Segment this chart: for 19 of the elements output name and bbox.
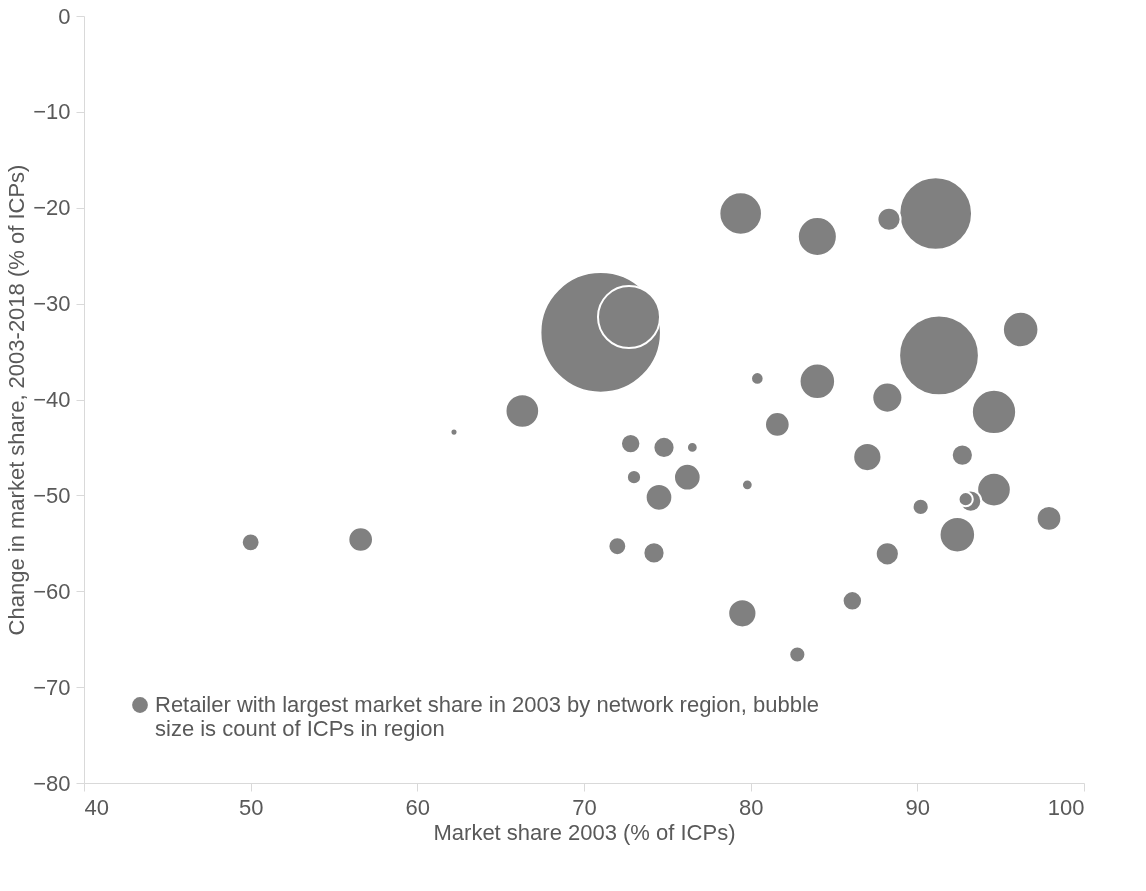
x-axis-title: Market share 2003 (% of ICPs) <box>433 819 736 845</box>
x-tick-label: 80 <box>738 794 764 820</box>
y-tick-label: −40 <box>33 387 71 412</box>
x-tick-label: 100 <box>1047 794 1085 820</box>
x-tick-label: 70 <box>572 794 597 820</box>
y-axis-title: Change in market share, 2003-2018 (% of ICPs) <box>4 164 30 636</box>
x-tick-label: 60 <box>405 794 431 820</box>
y-tick-label: 0 <box>58 3 71 29</box>
y-tick-label: −80 <box>33 770 71 796</box>
y-tick-label: −70 <box>33 674 71 700</box>
y-tick-label: −30 <box>33 291 71 317</box>
x-tick-label: 50 <box>238 794 264 820</box>
legend-label: Retailer with largest market share in 2003 by network region, bubble size is count of ICPs in region <box>155 692 820 741</box>
x-tick-label: 90 <box>905 794 931 820</box>
y-tick-label: −10 <box>33 99 71 125</box>
x-tick-label: 40 <box>84 794 109 820</box>
y-tick-label: −60 <box>33 578 71 604</box>
y-tick-label: −20 <box>33 195 71 221</box>
y-tick-label: −50 <box>33 482 71 508</box>
